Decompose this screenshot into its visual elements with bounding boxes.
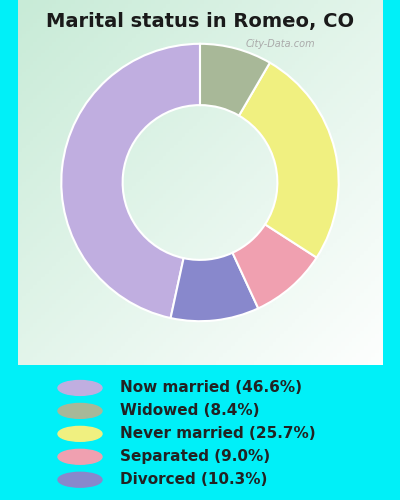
- Wedge shape: [239, 62, 339, 258]
- Text: Widowed (8.4%): Widowed (8.4%): [120, 404, 260, 418]
- Text: Divorced (10.3%): Divorced (10.3%): [120, 472, 267, 487]
- Text: Marital status in Romeo, CO: Marital status in Romeo, CO: [46, 12, 354, 32]
- Circle shape: [58, 404, 102, 418]
- Wedge shape: [200, 44, 270, 116]
- Text: Never married (25.7%): Never married (25.7%): [120, 426, 316, 442]
- Text: Now married (46.6%): Now married (46.6%): [120, 380, 302, 396]
- Wedge shape: [61, 44, 200, 318]
- Circle shape: [58, 450, 102, 464]
- Wedge shape: [170, 252, 258, 321]
- Wedge shape: [232, 224, 317, 308]
- Circle shape: [58, 426, 102, 442]
- Circle shape: [58, 380, 102, 396]
- Circle shape: [58, 472, 102, 487]
- Text: City-Data.com: City-Data.com: [246, 39, 315, 49]
- Text: Separated (9.0%): Separated (9.0%): [120, 450, 270, 464]
